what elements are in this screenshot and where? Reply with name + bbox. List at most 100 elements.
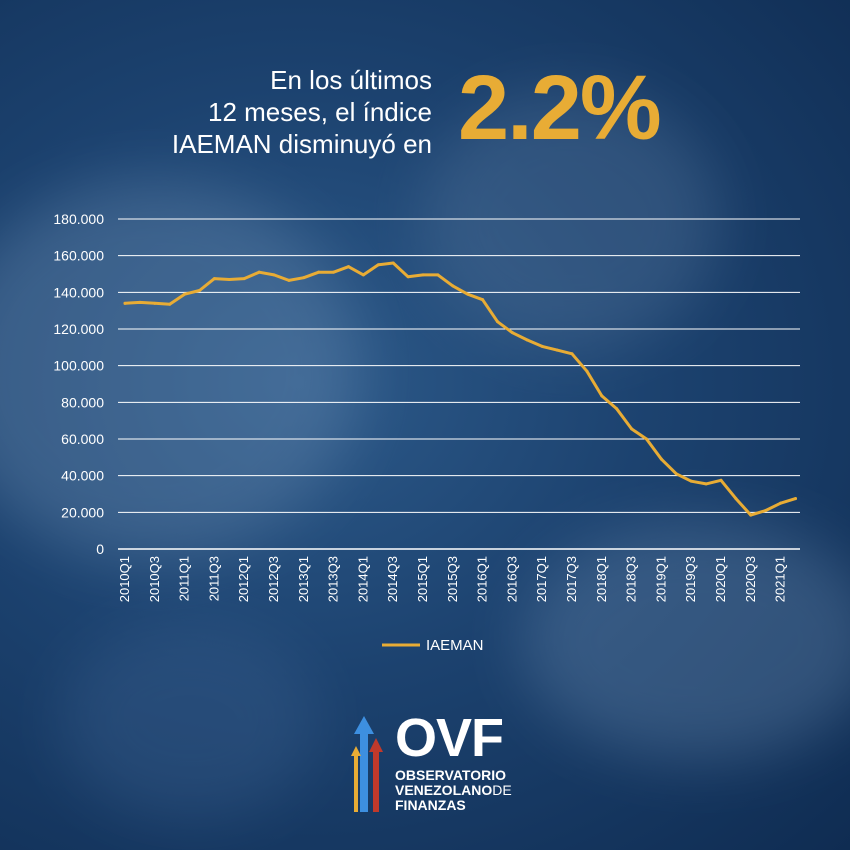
background-shape	[60, 620, 320, 820]
data-point	[630, 427, 634, 431]
y-tick-label: 180.000	[53, 211, 104, 227]
data-point	[361, 273, 365, 277]
data-point	[406, 275, 410, 279]
data-point	[525, 338, 529, 342]
x-tick-label: 2011Q1	[177, 556, 192, 601]
headline-value: 2.2%	[458, 57, 662, 159]
headline-line: 12 meses, el índice	[207, 97, 432, 127]
data-point	[332, 270, 336, 274]
logo-line2-wrapper: VENEZOLANODE	[395, 783, 512, 798]
data-point	[287, 278, 291, 282]
data-point	[168, 302, 172, 306]
y-axis-ticks: 0 20.000 40.000 60.000 80.000 100.000 120.000 1…	[53, 211, 104, 557]
x-tick-label: 2014Q3	[385, 556, 400, 602]
logo-line2: VENEZOLANO	[395, 782, 493, 798]
data-point	[227, 278, 231, 281]
data-point	[510, 331, 514, 335]
y-tick-label: 80.000	[61, 394, 104, 410]
series-line-iaeman	[123, 261, 797, 517]
x-axis-ticks: 2010Q1 2010Q3 2011Q1 2011Q3 2012Q1 2012Q3 2013…	[117, 556, 788, 602]
data-point	[153, 301, 157, 305]
data-point	[645, 437, 648, 441]
headline-text: En los últimos 12 meses, el índice IAEMA…	[132, 64, 432, 160]
background-shape	[420, 90, 720, 350]
x-tick-label: 2018Q3	[624, 556, 639, 602]
data-point	[212, 277, 216, 281]
data-point	[451, 284, 455, 288]
x-tick-label: 2019Q1	[653, 556, 668, 602]
x-tick-label: 2015Q1	[415, 556, 430, 602]
y-tick-label: 0	[96, 541, 104, 557]
data-point	[302, 276, 306, 280]
y-tick-label: 120.000	[53, 321, 104, 337]
logo-name: OVF	[395, 708, 504, 768]
data-point	[183, 292, 187, 296]
headline-line: IAEMAN disminuyó en	[171, 129, 432, 159]
x-tick-label: 2010Q1	[117, 556, 132, 602]
arrows-logo-icon	[351, 716, 383, 812]
data-point	[138, 300, 142, 304]
data-point	[600, 394, 604, 398]
data-point	[764, 509, 768, 512]
data-point	[704, 482, 708, 486]
data-point	[242, 277, 246, 281]
x-tick-label: 2010Q3	[147, 556, 162, 602]
logo-line2-suffix: DE	[492, 782, 512, 798]
data-point	[555, 348, 559, 352]
data-point	[272, 273, 276, 277]
y-tick-label: 100.000	[53, 358, 104, 374]
line-chart: 0 20.000 40.000 60.000 80.000 100.000 120.000 1…	[53, 211, 800, 654]
data-point	[496, 320, 499, 324]
y-tick-label: 140.000	[53, 284, 104, 300]
headline: En los últimos 12 meses, el índice IAEMA…	[0, 57, 850, 170]
data-point	[481, 298, 485, 302]
x-tick-label: 2012Q3	[266, 556, 281, 602]
x-tick-label: 2015Q3	[445, 556, 460, 602]
data-point	[674, 472, 678, 476]
y-tick-label: 20.000	[61, 504, 104, 520]
data-point	[585, 369, 589, 373]
x-tick-label: 2021Q1	[773, 556, 788, 602]
data-point	[317, 270, 321, 274]
series-group	[123, 261, 797, 517]
x-tick-label: 2012Q1	[236, 556, 251, 602]
data-point	[779, 501, 783, 505]
background-shape	[0, 180, 360, 560]
x-tick-label: 2017Q1	[534, 556, 549, 602]
data-point	[198, 289, 201, 292]
x-tick-label: 2016Q3	[504, 556, 519, 602]
data-point	[659, 457, 663, 461]
x-tick-label: 2018Q1	[594, 556, 609, 602]
x-tick-label: 2020Q1	[713, 556, 728, 602]
data-point	[719, 478, 723, 482]
gridlines	[118, 218, 800, 550]
data-point	[391, 261, 395, 265]
x-tick-label: 2011Q3	[206, 556, 221, 601]
data-point	[615, 407, 619, 411]
x-tick-label: 2013Q1	[296, 556, 311, 602]
y-tick-label: 40.000	[61, 468, 104, 484]
data-point	[794, 497, 797, 501]
x-tick-label: 2020Q3	[743, 556, 758, 602]
data-point	[749, 513, 753, 517]
data-point	[570, 352, 574, 356]
data-point	[734, 497, 738, 501]
headline-line: En los últimos	[270, 65, 432, 95]
data-point	[257, 270, 261, 274]
legend: IAEMAN	[382, 637, 484, 654]
data-point	[540, 344, 544, 348]
data-point	[466, 292, 470, 296]
data-point	[436, 273, 440, 277]
x-tick-label: 2014Q1	[355, 556, 370, 602]
legend-label: IAEMAN	[426, 637, 484, 654]
y-tick-label: 160.000	[53, 248, 104, 264]
y-tick-label: 60.000	[61, 431, 104, 447]
x-tick-label: 2013Q3	[326, 556, 341, 602]
data-point	[347, 265, 350, 269]
x-tick-label: 2016Q1	[475, 556, 490, 602]
x-tick-label: 2019Q3	[683, 556, 698, 602]
data-point	[376, 263, 380, 267]
logo-line3: FINANZAS	[395, 797, 466, 813]
data-point	[689, 479, 693, 483]
ovf-logo: OVF OBSERVATORIO VENEZOLANODE FINANZAS	[350, 708, 540, 822]
